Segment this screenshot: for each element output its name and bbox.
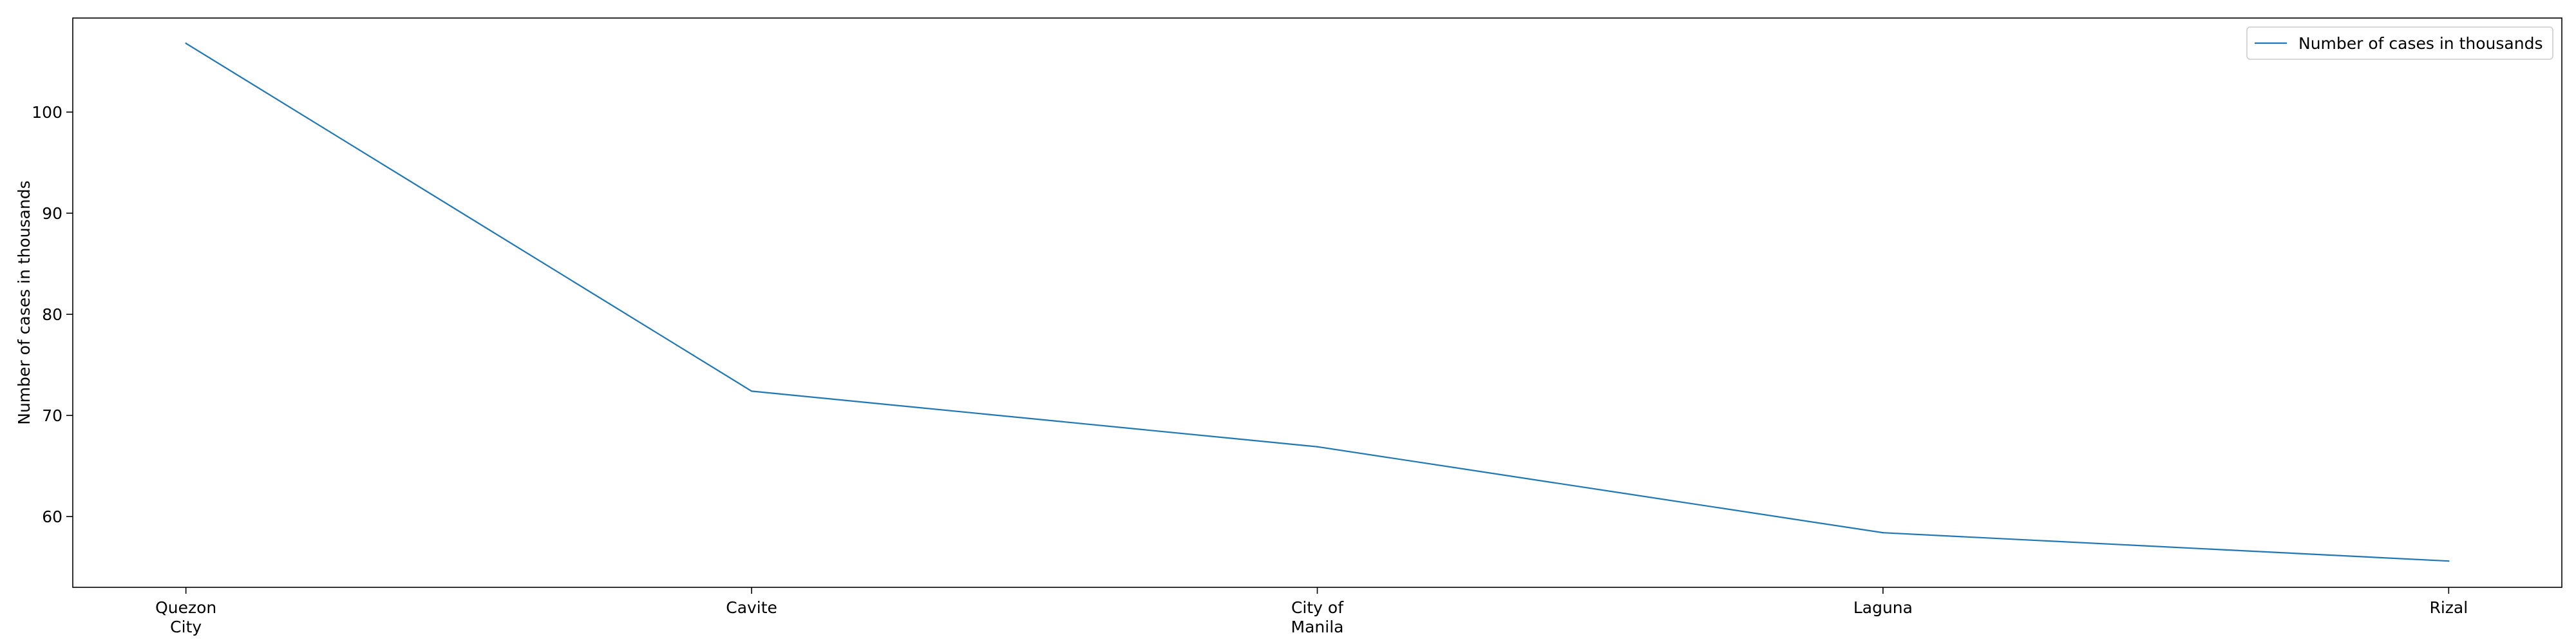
data-point: [1882, 532, 1884, 534]
series-layer: [185, 43, 2450, 562]
data-point: [2448, 560, 2450, 562]
y-tick-label: 80: [42, 305, 62, 324]
x-tick-label: Quezon City: [155, 598, 216, 636]
y-tick-label: 70: [42, 406, 62, 425]
y-tick-label: 90: [42, 204, 62, 223]
data-point: [185, 43, 187, 44]
x-axis-ticks: Quezon City Cavite City of Manila Laguna Rizal: [155, 587, 2468, 636]
x-tick-label: Laguna: [1853, 598, 1913, 617]
data-point: [1316, 446, 1318, 448]
data-point: [750, 390, 753, 392]
legend: Number of cases in thousands: [2246, 26, 2553, 60]
x-tick-label: Cavite: [726, 598, 777, 617]
legend-entry-label: Number of cases in thousands: [2298, 34, 2543, 53]
x-tick-label: City of Manila: [1291, 598, 1345, 636]
legend-box: [2246, 26, 2553, 60]
y-axis-label: Number of cases in thousands: [15, 180, 33, 424]
y-tick-label: 100: [32, 103, 62, 122]
y-axis-ticks: 60 70 80 90 100: [32, 103, 73, 526]
y-tick-label: 60: [42, 507, 62, 526]
x-tick-label: Rizal: [2429, 598, 2468, 617]
